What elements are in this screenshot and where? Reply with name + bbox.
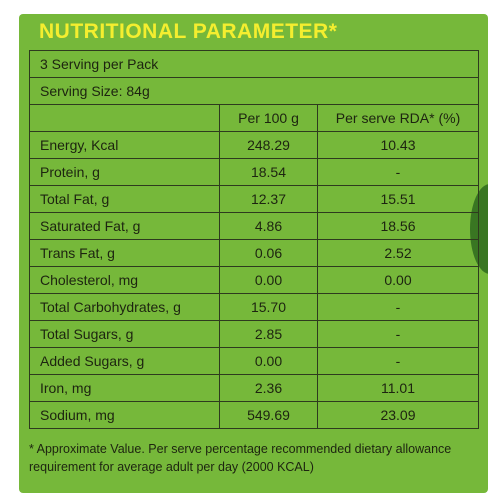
per-100g-value: 549.69	[219, 401, 318, 429]
table-row: Energy, Kcal 248.29 10.43	[29, 131, 479, 159]
per-100g-value: 2.36	[219, 374, 318, 402]
nutrient-name: Trans Fat, g	[29, 239, 220, 267]
nutrient-name: Energy, Kcal	[29, 131, 220, 159]
nutrient-name: Total Fat, g	[29, 185, 220, 213]
table-row: Total Fat, g 12.37 15.51	[29, 185, 479, 213]
rda-value: 18.56	[317, 212, 479, 240]
rda-value: -	[317, 320, 479, 348]
per-100g-value: 248.29	[219, 131, 318, 159]
rda-value: 10.43	[317, 131, 479, 159]
rda-value: 11.01	[317, 374, 479, 402]
table-row: Trans Fat, g 0.06 2.52	[29, 239, 479, 267]
rda-value: -	[317, 158, 479, 186]
header-nutrient	[29, 104, 220, 132]
per-100g-value: 0.00	[219, 347, 318, 375]
nutrient-name: Saturated Fat, g	[29, 212, 220, 240]
table-row: Total Sugars, g 2.85 -	[29, 320, 479, 348]
serving-per-pack: 3 Serving per Pack	[29, 50, 479, 78]
nutrient-name: Iron, mg	[29, 374, 220, 402]
serving-size: Serving Size: 84g	[29, 77, 479, 105]
rda-value: 15.51	[317, 185, 479, 213]
rda-value: 23.09	[317, 401, 479, 429]
per-100g-value: 0.00	[219, 266, 318, 294]
per-100g-value: 15.70	[219, 293, 318, 321]
per-100g-value: 2.85	[219, 320, 318, 348]
nutrient-name: Added Sugars, g	[29, 347, 220, 375]
table-row: Saturated Fat, g 4.86 18.56	[29, 212, 479, 240]
nutrition-table: Per 100 g Per serve RDA* (%) Energy, Kca…	[29, 104, 479, 429]
rda-value: -	[317, 293, 479, 321]
per-100g-value: 18.54	[219, 158, 318, 186]
nutrient-name: Total Carbohydrates, g	[29, 293, 220, 321]
rda-value: -	[317, 347, 479, 375]
table-row: Total Carbohydrates, g 15.70 -	[29, 293, 479, 321]
table-row: Protein, g 18.54 -	[29, 158, 479, 186]
nutrient-name: Cholesterol, mg	[29, 266, 220, 294]
table-row: Cholesterol, mg 0.00 0.00	[29, 266, 479, 294]
table-header-row: Per 100 g Per serve RDA* (%)	[29, 104, 479, 132]
footnote: * Approximate Value. Per serve percentag…	[29, 442, 452, 474]
rda-value: 2.52	[317, 239, 479, 267]
per-100g-value: 12.37	[219, 185, 318, 213]
nutrient-name: Protein, g	[29, 158, 220, 186]
nutrition-panel: NUTRITIONAL PARAMETER* 3 Serving per Pac…	[19, 14, 488, 493]
per-100g-value: 0.06	[219, 239, 318, 267]
table-row: Added Sugars, g 0.00 -	[29, 347, 479, 375]
per-100g-value: 4.86	[219, 212, 318, 240]
header-per-100g: Per 100 g	[219, 104, 318, 132]
table-row: Sodium, mg 549.69 23.09	[29, 401, 479, 429]
rda-value: 0.00	[317, 266, 479, 294]
nutrient-name: Sodium, mg	[29, 401, 220, 429]
nutrient-name: Total Sugars, g	[29, 320, 220, 348]
header-rda: Per serve RDA* (%)	[317, 104, 479, 132]
panel-title: NUTRITIONAL PARAMETER*	[39, 20, 338, 43]
table-row: Iron, mg 2.36 11.01	[29, 374, 479, 402]
